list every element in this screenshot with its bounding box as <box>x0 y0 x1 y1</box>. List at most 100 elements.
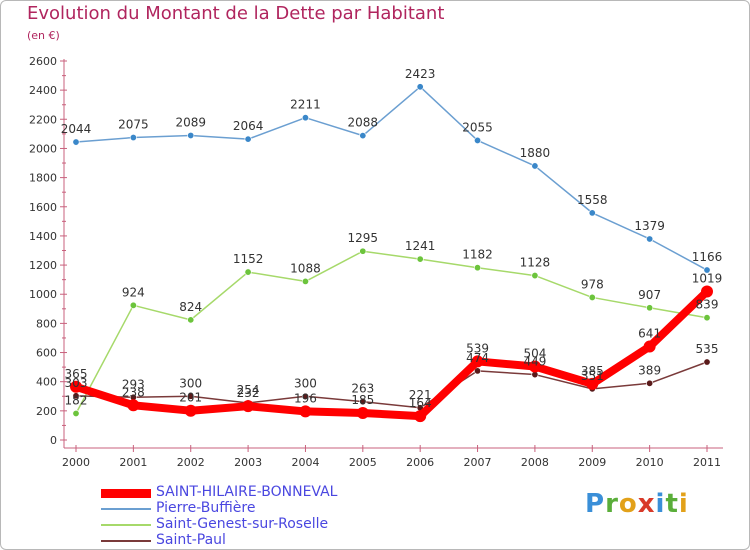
data-label: 1880 <box>520 146 551 160</box>
data-label: 924 <box>122 285 145 299</box>
data-label: 474 <box>466 351 489 365</box>
data-point <box>244 268 252 276</box>
y-tick-label: 2400 <box>29 84 57 97</box>
data-label: 232 <box>237 386 260 400</box>
legend-swatch <box>101 488 151 498</box>
x-tick-label: 2002 <box>177 456 205 469</box>
data-label: 1295 <box>348 231 379 245</box>
data-point <box>359 132 367 140</box>
data-label: 2044 <box>61 122 92 136</box>
data-point <box>72 138 80 146</box>
x-tick-label: 2005 <box>349 456 377 469</box>
data-point <box>359 398 367 406</box>
data-label: 535 <box>696 342 719 356</box>
series-line <box>72 287 711 421</box>
data-label: 300 <box>294 376 317 390</box>
data-point <box>646 304 654 312</box>
data-label: 1128 <box>520 256 551 270</box>
legend-swatch <box>101 540 151 542</box>
data-point <box>474 367 482 375</box>
x-tick-label: 2011 <box>693 456 721 469</box>
data-label: 1166 <box>692 250 723 264</box>
data-label: 201 <box>179 391 202 405</box>
data-label: 365 <box>65 367 88 381</box>
logo-letter: x <box>637 489 656 519</box>
data-label: 2055 <box>462 120 493 134</box>
data-label: 2088 <box>348 116 379 130</box>
data-label: 238 <box>122 385 145 399</box>
data-point <box>127 399 140 412</box>
logo-letter: r <box>605 489 619 519</box>
x-tick-label: 2009 <box>578 456 606 469</box>
data-point <box>72 409 80 417</box>
data-point <box>299 405 312 418</box>
logo-letter: o <box>618 489 638 519</box>
data-point <box>646 235 654 243</box>
data-label: 978 <box>581 277 604 291</box>
series-line <box>75 361 708 409</box>
x-tick-label: 2006 <box>406 456 434 469</box>
data-label: 1379 <box>634 219 665 233</box>
series-line <box>75 250 708 415</box>
chart-title: Evolution du Montant de la Dette par Hab… <box>27 3 445 24</box>
data-point <box>416 255 424 263</box>
data-label: 641 <box>638 327 661 341</box>
data-point <box>528 360 541 373</box>
data-label: 539 <box>466 341 489 355</box>
data-label: 303 <box>65 376 88 390</box>
data-point <box>242 400 255 413</box>
data-point <box>588 209 596 217</box>
x-tick-label: 2001 <box>119 456 147 469</box>
y-tick-label: 1200 <box>29 259 57 272</box>
data-point <box>414 410 427 423</box>
x-tick-label: 2007 <box>464 456 492 469</box>
data-label: 182 <box>65 393 88 407</box>
y-tick-label: 1600 <box>29 201 57 214</box>
data-point <box>531 272 539 280</box>
data-label: 1152 <box>233 252 264 266</box>
y-tick-label: 0 <box>50 434 57 447</box>
x-tick-label: 2008 <box>521 456 549 469</box>
data-label: 254 <box>237 383 260 397</box>
y-tick-label: 2200 <box>29 113 57 126</box>
y-tick-label: 2600 <box>29 55 57 68</box>
data-label: 907 <box>638 288 661 302</box>
logo-letter: i <box>655 489 666 519</box>
logo-letter: t <box>665 489 679 519</box>
data-point <box>703 266 711 274</box>
data-label: 263 <box>351 382 374 396</box>
data-label: 1182 <box>462 248 493 262</box>
data-label: 2423 <box>405 67 436 81</box>
data-point <box>703 314 711 322</box>
y-tick-label: 1800 <box>29 172 57 185</box>
data-label: 824 <box>179 300 202 314</box>
legend-swatch <box>101 508 151 510</box>
y-tick-label: 400 <box>36 376 57 389</box>
data-point <box>471 355 484 368</box>
data-label: 196 <box>294 391 317 405</box>
data-point <box>474 264 482 272</box>
data-point <box>129 301 137 309</box>
legend-label: Saint-Genest-sur-Roselle <box>156 516 329 532</box>
legend-swatch <box>101 524 151 526</box>
series-line <box>75 86 708 271</box>
logo-letter: i <box>678 489 689 519</box>
legend-label: Pierre-Buffière <box>156 500 256 516</box>
y-tick-label: 800 <box>36 317 57 330</box>
data-label: 1019 <box>692 271 723 285</box>
data-label: 300 <box>179 376 202 390</box>
data-point <box>187 316 195 324</box>
data-point <box>531 162 539 170</box>
data-label: 1558 <box>577 193 608 207</box>
legend-label: SAINT-HILAIRE-BONNEVAL <box>156 484 338 500</box>
data-point <box>356 407 369 420</box>
data-point <box>701 285 713 298</box>
chart-subtitle: (en €) <box>27 29 60 42</box>
x-tick-label: 2003 <box>234 456 262 469</box>
legend-label: Saint-Paul <box>156 532 226 548</box>
data-label: 385 <box>581 364 604 378</box>
data-label: 1088 <box>290 261 321 275</box>
data-point <box>646 379 654 387</box>
